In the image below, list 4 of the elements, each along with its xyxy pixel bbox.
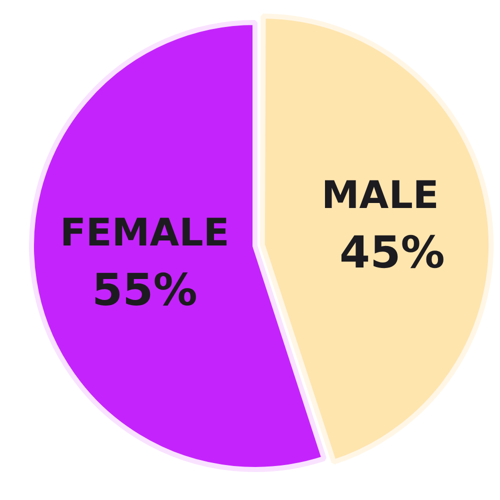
data-label: 45% (340, 228, 445, 279)
data-label: 55% (92, 264, 198, 316)
slice-label: MALE (321, 173, 439, 218)
slice-label: FEMALE (60, 210, 230, 254)
